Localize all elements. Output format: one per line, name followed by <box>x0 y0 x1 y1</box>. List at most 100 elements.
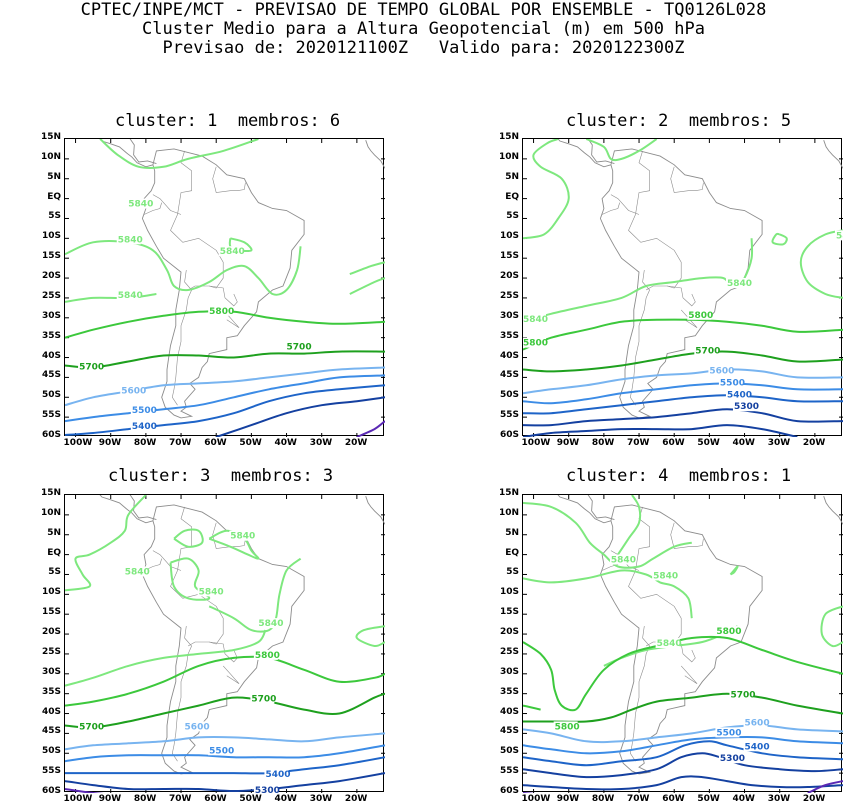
contour-line-5840 <box>585 139 658 162</box>
contour-line-5800 <box>523 318 843 351</box>
lon-tick-label: 50W <box>697 438 720 448</box>
contour-label: 5600 <box>709 366 734 376</box>
lat-tick-label: 25S <box>499 646 519 657</box>
contour-label-bg <box>264 769 289 780</box>
contour-label: 5840 <box>611 556 636 566</box>
lon-tick-label: 80W <box>591 438 615 448</box>
lat-tick-label: 5N <box>505 527 519 538</box>
contour-label-bg <box>123 566 148 577</box>
lat-tick-label: 45S <box>499 370 519 381</box>
country-border <box>601 202 620 215</box>
lat-tick-label: 35S <box>41 330 61 341</box>
contour-label: 5840 <box>199 587 224 597</box>
lon-tick-label: 40W <box>732 794 755 804</box>
coastline-africa <box>823 140 843 169</box>
contour-label: 5500 <box>720 378 745 388</box>
contour-line-5840 <box>65 293 157 303</box>
contour-line-5500 <box>65 374 385 423</box>
lat-tick-label: 10N <box>498 507 519 518</box>
contour-line-5600 <box>523 724 843 744</box>
lat-tick-label: 35S <box>41 686 61 697</box>
contour-label-bg <box>725 278 750 289</box>
contour-label: 5700 <box>79 722 104 732</box>
contour-line-5500 <box>523 382 843 405</box>
lat-tick-label: 55S <box>41 766 61 777</box>
lon-tick-label: 20W <box>344 438 368 448</box>
contour-label-bg <box>229 530 254 541</box>
lon-tick-label: 30W <box>767 794 791 804</box>
lat-tick-label: 10N <box>40 507 61 518</box>
coastline-africa <box>823 496 843 525</box>
lat-tick-label: 55S <box>499 766 519 777</box>
lat-tick-label: 35S <box>499 330 519 341</box>
lat-tick-label: 5S <box>48 211 61 222</box>
lat-tick-label: 15S <box>499 607 519 618</box>
coastline-africa <box>365 140 385 169</box>
lat-tick-label: 45S <box>41 726 61 737</box>
lon-tick-label: 90W <box>556 794 580 804</box>
contour-line-5840 <box>65 629 267 687</box>
contour-line-5400 <box>523 394 843 415</box>
country-border <box>670 166 704 193</box>
contour-label-bg <box>250 693 275 704</box>
contour-label-bg <box>729 689 754 700</box>
lat-tick-label: 15S <box>41 251 61 262</box>
contour-line-5840 <box>799 229 843 299</box>
contour-line-5300 <box>215 396 385 437</box>
contour-label-bg <box>523 337 546 348</box>
lat-tick-label: 5N <box>47 171 61 182</box>
contour-line-5840 <box>523 238 754 323</box>
lat-tick-label: 10N <box>40 151 61 162</box>
contour-label: 5700 <box>730 691 755 701</box>
contour-label: 5500 <box>132 406 157 416</box>
lat-tick-label: 55S <box>499 410 519 421</box>
contour-label-bg <box>553 721 578 732</box>
contour-label-bg <box>655 637 680 648</box>
contour-label: 5700 <box>287 343 312 353</box>
contour-label-bg <box>116 234 141 245</box>
contour-label: 5600 <box>745 718 770 728</box>
contour-label: 5840 <box>653 571 678 581</box>
lat-tick-label: 15S <box>41 607 61 618</box>
map-frame: 5840 5840 5840 5840 5800 5700 5700 5600 5500 5400… <box>64 494 385 793</box>
lon-tick-label: 70W <box>169 438 192 448</box>
panel-title: cluster: 1 membros: 6 <box>115 111 341 131</box>
coastline-south-america <box>141 148 305 419</box>
lon-tick-label: 30W <box>767 438 791 448</box>
lat-tick-label: 20S <box>499 627 519 638</box>
contour-label: 5840 <box>523 315 548 325</box>
contour-label-bg <box>694 345 719 356</box>
contour-label: 5800 <box>688 311 713 321</box>
contour-label-bg <box>120 385 145 396</box>
lat-tick-label: 15N <box>40 132 61 142</box>
contour-label-bg <box>253 785 278 793</box>
lat-tick-label: 30S <box>499 310 519 321</box>
lon-tick-label: 60W <box>662 438 685 448</box>
contour-line-5300 <box>523 752 843 779</box>
contour-label: 5800 <box>209 307 234 317</box>
lat-tick-label: 35S <box>499 686 519 697</box>
country-border <box>222 665 240 684</box>
contour-label: 5300 <box>734 402 759 412</box>
lat-tick-label: 10S <box>499 587 519 598</box>
contour-line-5840 <box>349 261 385 276</box>
contour-label: 5600 <box>185 722 210 732</box>
contour-label-bg <box>732 401 757 412</box>
contour-label-bg <box>197 586 222 597</box>
contour-line-5840 <box>65 495 147 592</box>
contour-label: 5840 <box>230 532 255 542</box>
country-border <box>212 166 246 193</box>
lon-tick-label: 40W <box>274 794 297 804</box>
contour-label: 5840 <box>125 567 150 577</box>
subtitle-variable: Cluster Medio para a Altura Geopotencial… <box>142 19 705 39</box>
contour-line-5840 <box>228 237 253 253</box>
coastline-south-america <box>141 504 305 775</box>
contour-line-5840 <box>617 495 642 556</box>
lat-tick-label: 60S <box>41 786 61 796</box>
contour-line-5840 <box>173 528 204 548</box>
contour-line-5300 <box>523 424 798 437</box>
contour-label-bg <box>285 341 310 352</box>
contour-label-bg <box>609 554 634 565</box>
